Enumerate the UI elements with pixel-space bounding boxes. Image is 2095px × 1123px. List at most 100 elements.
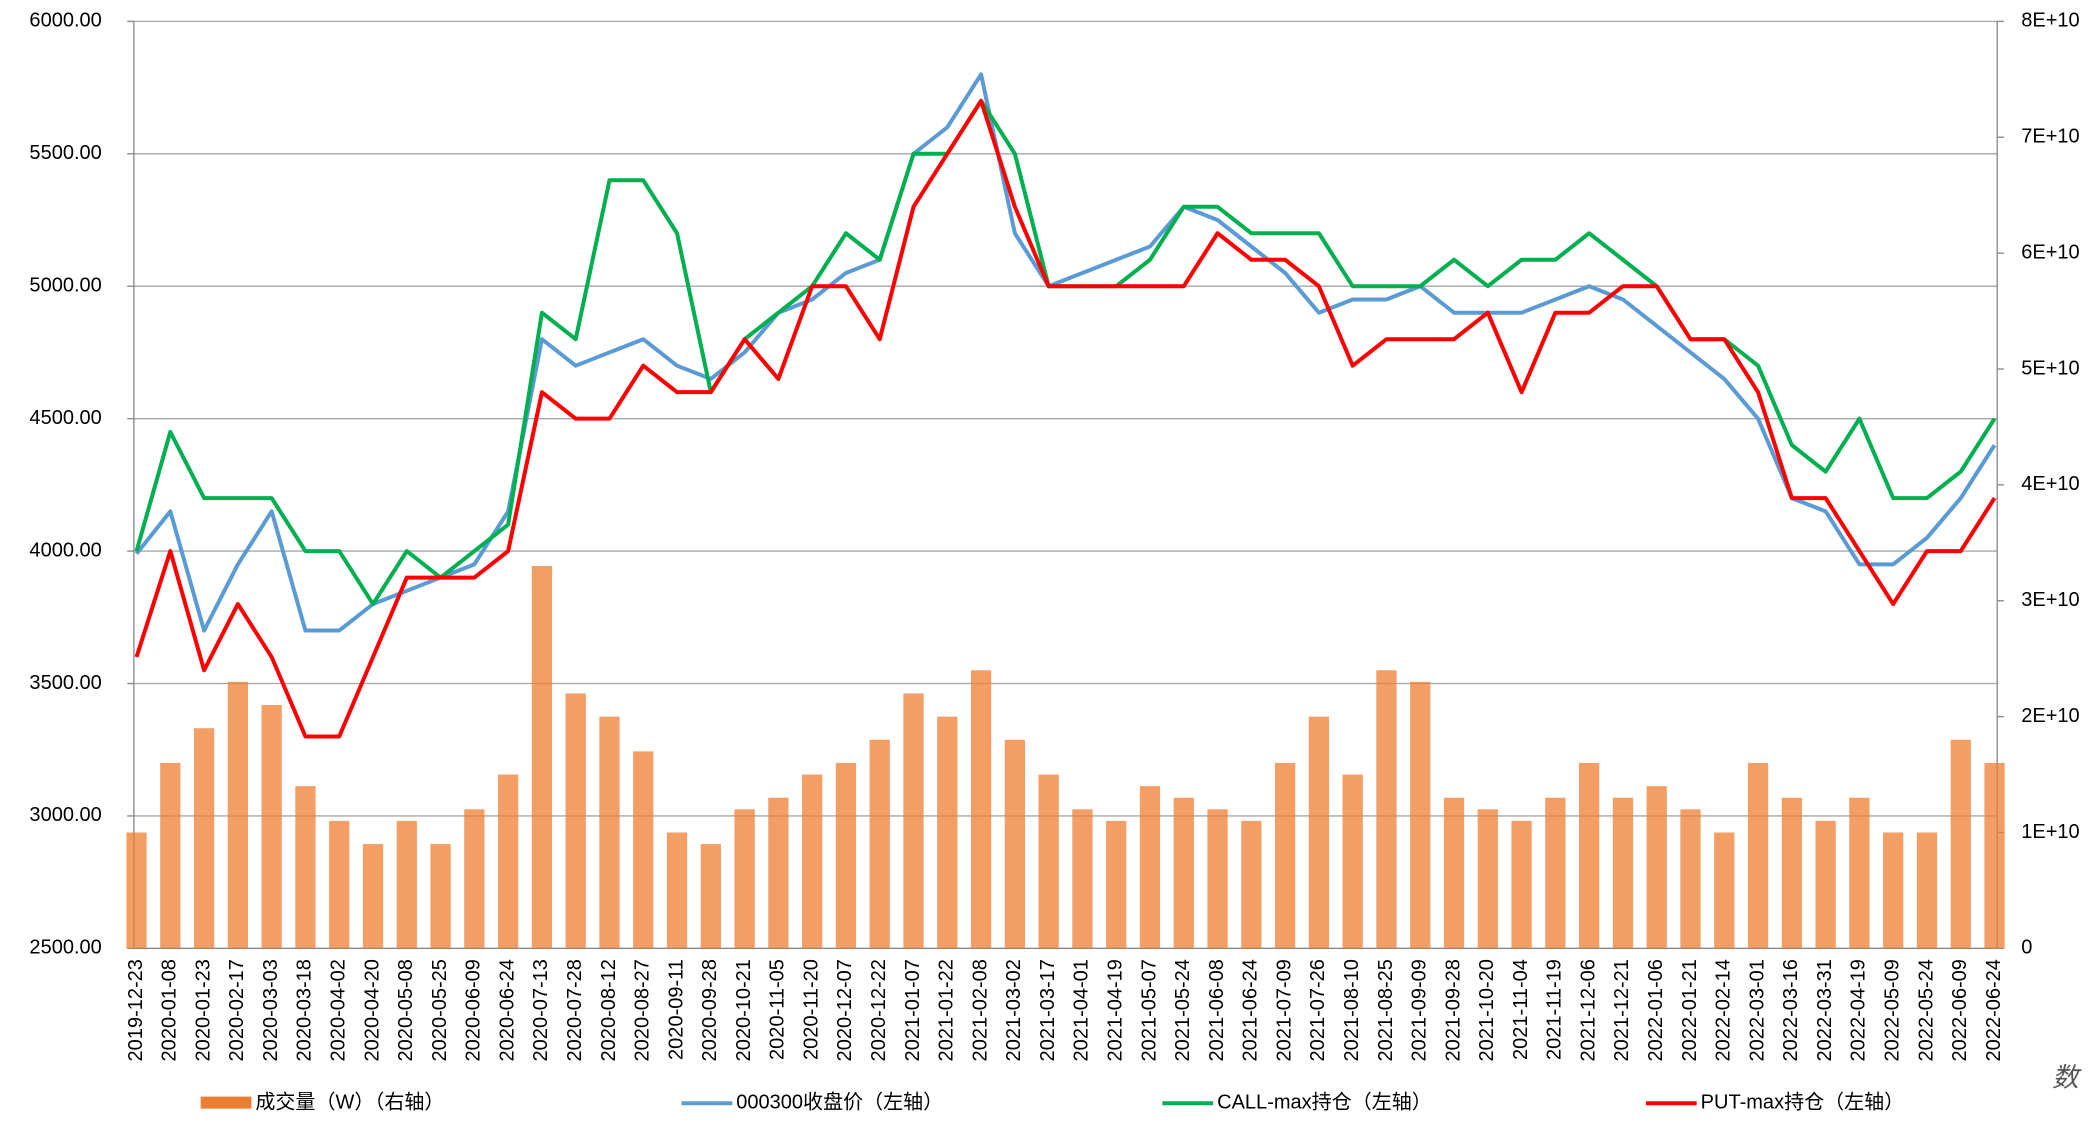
x-tick-label: 2021-05-24 [1172, 959, 1194, 1061]
x-tick-label: 2020-06-24 [496, 959, 518, 1061]
x-tick-label: 2020-07-28 [564, 959, 586, 1061]
x-tick-label: 2020-09-11 [665, 959, 687, 1060]
x-tick-label: 2020-11-05 [767, 959, 789, 1060]
annotation: 数 [2052, 1062, 2082, 1092]
x-tick-label: 2019-12-23 [125, 959, 147, 1061]
volume-bar [1849, 797, 1870, 949]
volume-bar [768, 797, 789, 949]
x-tick-label: 2021-08-10 [1341, 959, 1363, 1061]
legend-label: 成交量（W）（右轴） [255, 1091, 444, 1114]
y-tick-label: 6000.00 [29, 10, 101, 32]
volume-bar [1950, 739, 1971, 949]
x-tick-label: 2020-04-02 [328, 959, 350, 1061]
volume-bar [666, 832, 688, 949]
x-tick-label: 2022-03-16 [1780, 959, 1802, 1061]
volume-bar [1274, 762, 1296, 949]
x-tick-label: 2020-08-27 [632, 959, 654, 1061]
legend-swatch [200, 1096, 252, 1109]
line-series [134, 98, 1997, 739]
x-tick-label: 2021-10-20 [1476, 959, 1498, 1061]
volume-bar [1646, 786, 1667, 949]
volume-bar [261, 705, 282, 949]
x-tick-label: 2020-05-08 [395, 959, 417, 1061]
volume-bar [903, 693, 924, 949]
y-tick-label: 5000.00 [29, 275, 101, 297]
volume-bar [970, 670, 992, 949]
volume-bar [1680, 809, 1701, 949]
volume-bar [700, 844, 721, 949]
x-tick-label: 2021-06-08 [1206, 959, 1228, 1061]
y2-tick-label: 2E+10 [2021, 705, 2079, 727]
volume-bar [1612, 797, 1634, 949]
volume-bar [430, 844, 451, 949]
volume-bar [1477, 809, 1498, 949]
y2-tick-label: 5E+10 [2021, 357, 2079, 379]
volume-bar [396, 820, 417, 949]
volume-bar [126, 832, 147, 949]
volume-bar [1342, 774, 1363, 949]
volume-bar [1308, 716, 1330, 949]
y2-tick-label: 7E+10 [2021, 126, 2079, 148]
x-tick-label: 2020-01-08 [159, 959, 181, 1061]
legend-label: CALL-max持仓（左轴） [1217, 1091, 1432, 1114]
volume-bar [193, 728, 215, 949]
volume-bar [1207, 809, 1228, 949]
x-tick-label: 2021-09-28 [1442, 959, 1464, 1061]
x-tick-label: 2022-05-24 [1915, 959, 1937, 1061]
x-tick-label: 2020-06-09 [463, 959, 485, 1061]
volume-bar [835, 762, 857, 949]
x-tick-label: 2020-11-20 [800, 959, 822, 1060]
x-tick-label: 2020-03-03 [260, 959, 282, 1061]
y2-tick-label: 0 [2021, 937, 2032, 959]
x-tick-label: 2020-01-23 [192, 959, 214, 1061]
x-tick-label: 2021-01-22 [936, 959, 958, 1061]
volume-bar [734, 809, 755, 949]
volume-bar [1714, 832, 1735, 949]
volume-bar [329, 820, 350, 949]
x-tick-label: 2020-05-25 [429, 959, 451, 1061]
x-tick-label: 2022-01-21 [1679, 959, 1701, 1061]
x-tick-label: 2022-03-01 [1746, 959, 1768, 1061]
y-tick-label: 5500.00 [29, 142, 101, 164]
volume-bar [1984, 762, 2005, 949]
x-tick-label: 2020-09-28 [699, 959, 721, 1061]
volume-bar [1410, 681, 1431, 949]
x-tick-label: 2022-03-31 [1814, 959, 1836, 1061]
x-tick-label: 2020-08-12 [598, 959, 620, 1061]
volume-bar [1376, 670, 1397, 949]
x-tick-label: 2021-05-07 [1138, 959, 1160, 1061]
y-tick-label: 2500.00 [29, 937, 101, 959]
x-tick-label: 2021-04-01 [1071, 959, 1093, 1061]
x-tick-label: 2022-01-06 [1645, 959, 1667, 1061]
x-tick-label: 2021-01-07 [902, 959, 924, 1061]
volume-bar [1545, 797, 1566, 949]
volume-bar [1173, 797, 1194, 949]
x-tick-label: 2020-12-07 [834, 959, 856, 1061]
x-tick-label: 2021-12-21 [1611, 959, 1633, 1061]
line-series [134, 98, 1997, 607]
x-tick-label: 2021-02-08 [969, 959, 991, 1061]
y2-tick-label: 4E+10 [2021, 473, 2079, 495]
y2-tick-label: 1E+10 [2021, 821, 2079, 843]
x-tick-label: 2022-02-14 [1713, 959, 1735, 1061]
y-tick-label: 3000.00 [29, 804, 101, 826]
volume-bar [227, 681, 249, 949]
x-tick-label: 2020-12-22 [868, 959, 890, 1061]
x-tick-label: 2021-03-02 [1003, 959, 1025, 1061]
volume-bar [1139, 786, 1161, 949]
x-tick-label: 2022-04-19 [1848, 959, 1870, 1061]
volume-bar [1916, 832, 1938, 949]
volume-bar [498, 774, 519, 949]
volume-bar [565, 693, 586, 949]
x-tick-label: 2021-08-25 [1375, 959, 1397, 1061]
y-tick-label: 4000.00 [29, 539, 101, 561]
volume-bar [1038, 774, 1059, 949]
legend-label: PUT-max持仓（左轴） [1701, 1091, 1905, 1114]
volume-bar [1072, 809, 1093, 949]
volume-bar [295, 786, 316, 949]
volume-bar [869, 739, 890, 949]
volume-bar [1511, 820, 1532, 949]
x-tick-label: 2021-04-19 [1105, 959, 1127, 1061]
